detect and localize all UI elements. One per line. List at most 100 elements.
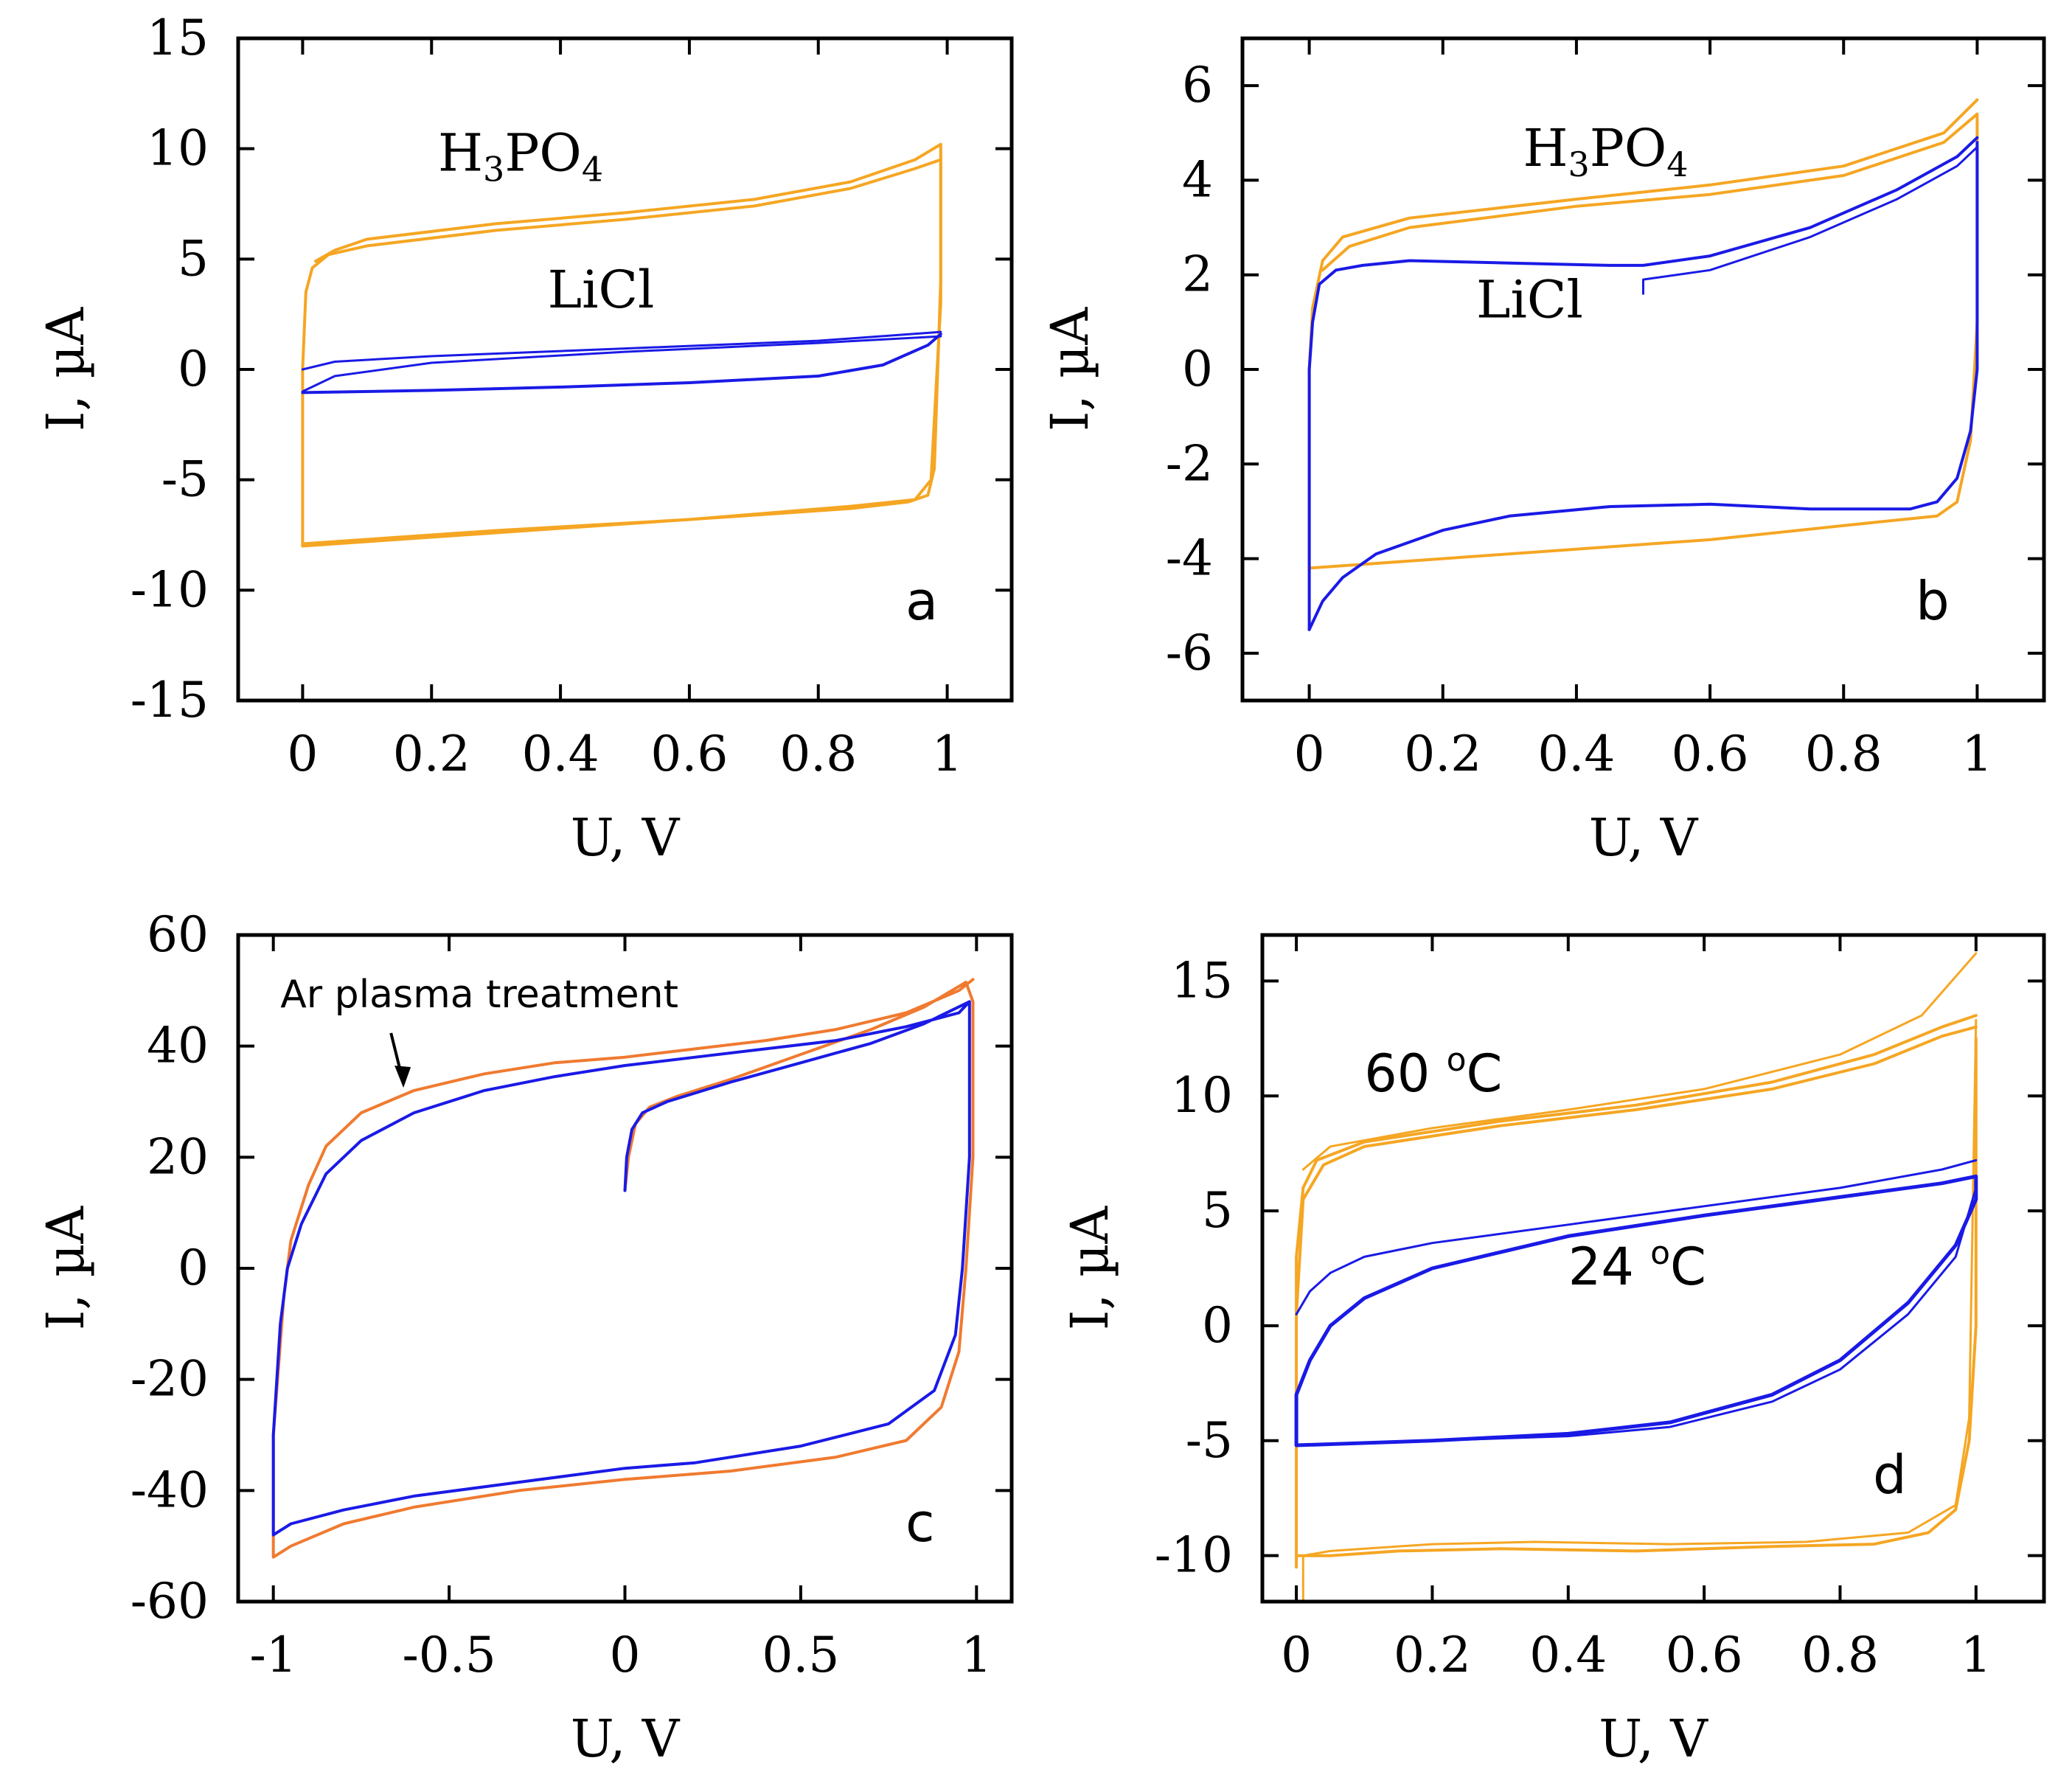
annotation-superscript: o [1447, 1041, 1467, 1079]
x-tick-label: 0.4 [1529, 1627, 1607, 1683]
series-line-orange-4 [1301, 1018, 1978, 1602]
y-axis-label: I, µA [35, 1205, 96, 1330]
annotation-part: PO [1590, 118, 1667, 178]
annotation-part: 24 [1568, 1237, 1650, 1297]
annotation-text: LiCl [1476, 269, 1583, 330]
annotation-part: PO [504, 123, 582, 184]
x-tick-label: 1 [1961, 1627, 1992, 1683]
annotation-text: Ar plasma treatment [280, 973, 678, 1017]
x-tick-label: 0.4 [522, 726, 599, 782]
y-tick-label: -6 [1166, 625, 1213, 681]
plot-area [301, 142, 942, 548]
annotation-text: 60 oC [1364, 1041, 1502, 1104]
y-tick-label: 60 [147, 906, 209, 963]
annotation-text: LiCl [548, 260, 655, 320]
y-tick-label: -5 [161, 451, 209, 508]
panel-c: -1 -0.5 0 0.5 1 -60 -40 -20 0 20 40 60 U, V I, µA c Ar … [35, 906, 1014, 1769]
annotation-part: H [1523, 118, 1568, 178]
y-tick-label: 40 [147, 1018, 209, 1074]
x-tick-label: -1 [250, 1627, 297, 1683]
x-axis-label: U, V [571, 807, 681, 868]
y-tick-label: 0 [1182, 341, 1213, 397]
y-tick-label: 0 [178, 1240, 209, 1296]
y-axis-label: I, µA [1040, 306, 1100, 431]
series-line-blue-1 [271, 1000, 971, 1537]
x-tick-label: 0.2 [1404, 726, 1481, 782]
plot-frame [1260, 933, 2046, 1604]
y-tick-label: 0 [1202, 1297, 1233, 1354]
x-tick-label: 0.6 [1666, 1627, 1743, 1683]
annotation-subscript: 3 [483, 150, 504, 190]
y-tick-label: -5 [1186, 1412, 1233, 1469]
y-tick-label: -40 [131, 1461, 209, 1518]
series-line-orange-1 [1307, 112, 1979, 570]
series-line-blue-6 [1294, 1174, 1978, 1447]
x-axis-label: U, V [571, 1709, 681, 1769]
x-tick-label: 0.8 [1805, 726, 1882, 782]
x-tick-label: 0.8 [1801, 1627, 1879, 1683]
x-tick-label: 0.4 [1537, 726, 1615, 782]
series-line-blue-7 [1295, 1186, 1978, 1447]
series-line-blue-3 [1642, 146, 1978, 295]
panel-a: 0 0.2 0.4 0.6 0.8 1 -15 -10 -5 0 5 10 15 U, V I, µA a H3… [35, 10, 1014, 868]
y-tick-label: -60 [131, 1573, 209, 1630]
annotation-text: H3PO4 [1523, 118, 1688, 184]
y-tick-label: -2 [1166, 435, 1213, 492]
series-line-orange-0 [301, 158, 942, 548]
y-tick-label: 5 [178, 230, 209, 287]
annotation-arrow-head [394, 1066, 411, 1088]
annotation-part: LiCl [548, 260, 655, 320]
annotation-subscript: 4 [1666, 145, 1688, 184]
x-tick-label: 1 [932, 726, 963, 782]
x-tick-label: 0 [1281, 1627, 1312, 1683]
x-tick-label: 1 [961, 1627, 992, 1683]
y-tick-label: -4 [1166, 530, 1213, 587]
series-line-orange-3 [1295, 1037, 1978, 1557]
y-tick-label: -10 [1155, 1527, 1233, 1584]
x-tick-label: 0.6 [650, 726, 728, 782]
y-tick-label: -15 [131, 672, 209, 729]
panel-label: d [1873, 1444, 1907, 1506]
x-axis-label: U, V [1599, 1709, 1708, 1769]
y-axis-label: I, µA [35, 306, 96, 431]
x-tick-label: 0.2 [1394, 1627, 1471, 1683]
x-tick-label: 0.2 [393, 726, 470, 782]
annotation-part: LiCl [1476, 269, 1583, 330]
panel-label: a [905, 570, 938, 632]
y-tick-label: 2 [1182, 246, 1213, 303]
annotation-text: H3PO4 [438, 123, 603, 190]
x-tick-label: 0 [287, 726, 318, 782]
series-line-blue-5 [301, 333, 942, 395]
series-line-orange-1 [1295, 1025, 1978, 1316]
annotation-superscript: o [1650, 1234, 1670, 1272]
x-tick-label: -0.5 [402, 1627, 496, 1683]
y-tick-label: 10 [147, 120, 209, 177]
y-tick-label: -20 [131, 1351, 209, 1408]
plot-area [1307, 98, 1979, 631]
y-tick-label: 20 [147, 1128, 209, 1185]
x-tick-label: 0 [1294, 726, 1325, 782]
x-tick-label: 1 [1961, 726, 1992, 782]
x-tick-label: 0.8 [779, 726, 857, 782]
x-tick-label: 0.6 [1672, 726, 1749, 782]
series-line-blue-2 [1307, 136, 1979, 631]
series-line-orange-0 [1295, 1014, 1978, 1569]
plot-frame [236, 36, 1014, 703]
annotation-text: 24 oC [1568, 1234, 1706, 1297]
series-line-blue-4 [301, 335, 942, 393]
y-tick-label: 4 [1182, 151, 1213, 208]
annotation-part: C [1670, 1237, 1706, 1297]
series-line-orange-2 [301, 153, 942, 546]
y-tick-label: 10 [1171, 1067, 1233, 1124]
y-tick-label: -10 [131, 561, 209, 618]
y-tick-label: 15 [147, 10, 209, 66]
x-tick-label: 0 [610, 1627, 641, 1683]
annotation-subscript: 3 [1568, 145, 1589, 184]
panel-label: b [1916, 570, 1950, 632]
annotation-part: Ar plasma treatment [280, 973, 678, 1017]
y-tick-label: 15 [1171, 952, 1233, 1009]
y-tick-label: 6 [1182, 57, 1213, 114]
y-axis-label: I, µA [1060, 1205, 1120, 1330]
